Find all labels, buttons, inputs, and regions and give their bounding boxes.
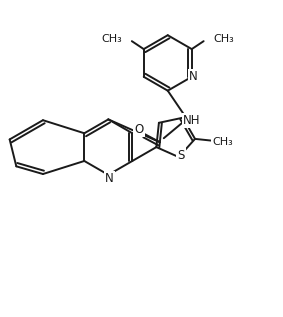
Text: CH₃: CH₃ [214,34,234,44]
Text: NH: NH [183,114,200,127]
Text: CH₃: CH₃ [101,34,122,44]
Text: N: N [105,172,114,185]
Text: O: O [134,123,144,136]
Text: CH₃: CH₃ [212,137,233,147]
Text: N: N [189,70,198,83]
Text: S: S [177,149,184,162]
